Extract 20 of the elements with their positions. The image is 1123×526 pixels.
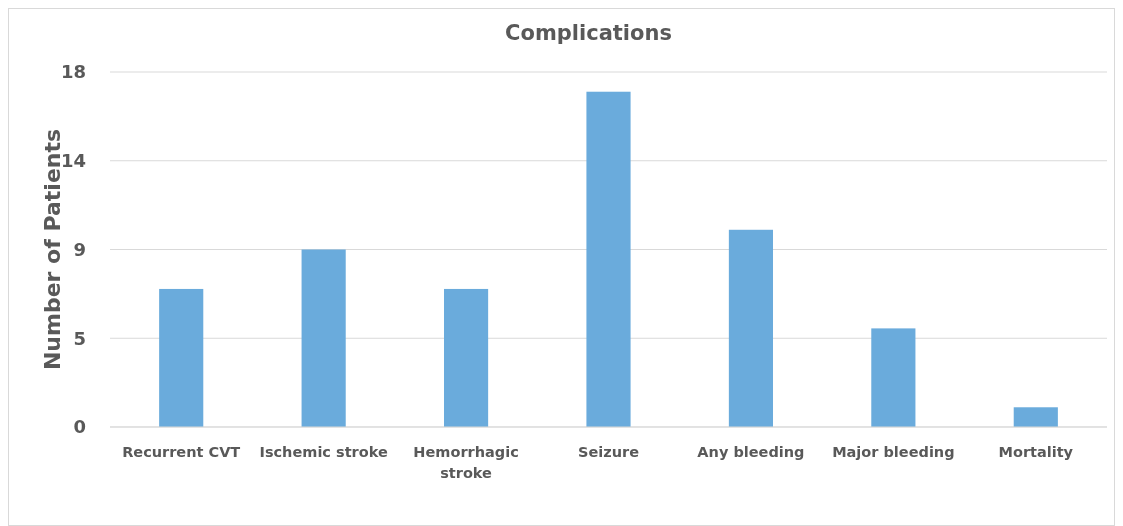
bar [728, 229, 773, 427]
x-tick-label: Mortality [998, 444, 1074, 460]
x-tick-label: Ischemic stroke [259, 444, 388, 460]
bar [159, 288, 204, 427]
bar [871, 328, 916, 427]
bar [586, 91, 631, 427]
bar [301, 249, 346, 427]
x-tick-label: Seizure [578, 444, 640, 460]
x-tick-label: Major bleeding [832, 444, 955, 460]
x-tick-label: Hemorrhagic stroke [413, 444, 519, 481]
x-tick-label: Any bleeding [697, 444, 805, 460]
y-tick-label: 0 [73, 416, 86, 438]
y-tick-label: 5 [73, 327, 86, 349]
x-tick-label: Recurrent CVT [122, 444, 241, 460]
bar [444, 288, 489, 427]
chart-title: Complications [505, 21, 672, 45]
bar [1013, 407, 1058, 427]
y-tick-label: 14 [60, 150, 86, 172]
y-tick-label: 18 [60, 61, 86, 83]
y-tick-label: 9 [73, 238, 86, 260]
